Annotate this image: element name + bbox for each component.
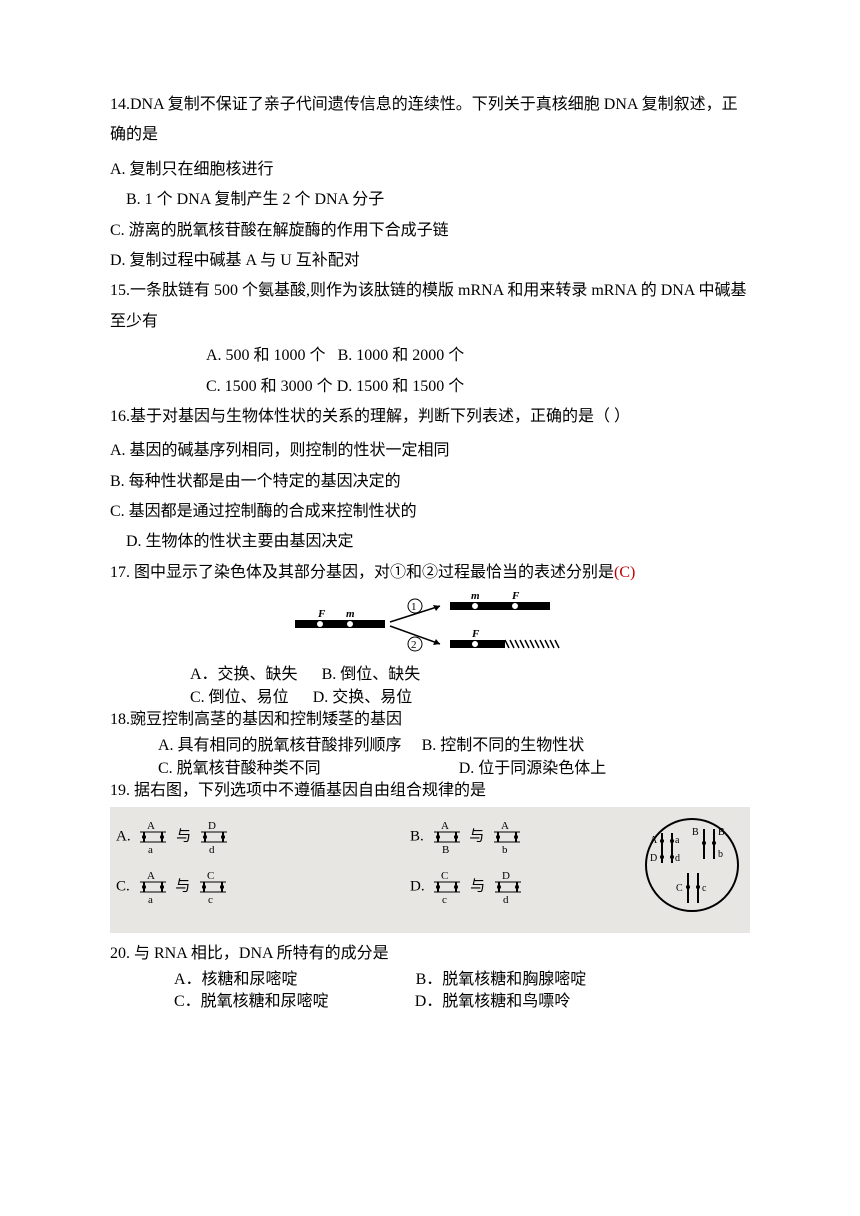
q17-label-1: 1 xyxy=(411,601,417,613)
svg-text:d: d xyxy=(209,844,215,855)
svg-text:D: D xyxy=(502,870,510,882)
svg-text:D: D xyxy=(650,853,657,864)
svg-text:C: C xyxy=(207,870,214,882)
q17-opt-a: A．交换、缺失 xyxy=(190,666,298,683)
q14-opt-d: D. 复制过程中碱基 A 与 U 互补配对 xyxy=(110,246,750,276)
svg-text:c: c xyxy=(442,894,447,905)
q19-opt-b: B. xyxy=(410,828,424,844)
svg-text:C: C xyxy=(676,883,683,894)
svg-text:m: m xyxy=(346,608,355,620)
q17-opt-c: C. 倒位、易位 xyxy=(190,689,289,706)
svg-text:A: A xyxy=(147,870,155,882)
svg-text:d: d xyxy=(503,894,509,905)
svg-text:c: c xyxy=(702,883,707,894)
q18-opt-a: A. 具有相同的脱氧核苷酸排列顺序 xyxy=(158,737,402,754)
q14-opt-c: C. 游离的脱氧核苷酸在解旋酶的作用下合成子链 xyxy=(110,216,750,246)
svg-text:A: A xyxy=(147,820,155,832)
q20-opt-c: C．脱氧核糖和尿嘧啶 xyxy=(174,993,329,1010)
q15-opt-c: C. 1500 和 3000 个 xyxy=(206,378,333,395)
q18-stem: 18.豌豆控制高茎的基因和控制矮茎的基因 xyxy=(110,709,750,731)
q17-label-2: 2 xyxy=(411,639,417,651)
q18-opt-c: C. 脱氧核苷酸种类不同 xyxy=(158,760,321,777)
svg-text:D: D xyxy=(208,820,216,832)
svg-text:a: a xyxy=(675,835,680,846)
svg-text:F: F xyxy=(511,592,520,602)
svg-text:F: F xyxy=(317,608,326,620)
svg-text:b: b xyxy=(502,844,508,855)
q19-stem: 19. 据右图，下列选项中不遵循基因自由组合规律的是 xyxy=(110,780,750,802)
svg-text:A: A xyxy=(650,835,658,846)
svg-text:B: B xyxy=(718,827,725,838)
svg-text:F: F xyxy=(471,628,480,640)
q14-opt-b: B. 1 个 DNA 复制产生 2 个 DNA 分子 xyxy=(126,185,750,215)
q19-figure: A. Aa 与 Dd B. AB 与 Ab C. Aa 与 Cc D. Cc 与… xyxy=(110,807,750,933)
svg-text:B: B xyxy=(442,844,449,855)
svg-text:c: c xyxy=(208,894,213,905)
svg-text:d: d xyxy=(675,853,680,864)
q20-opt-a: A．核糖和尿嘧啶 xyxy=(174,971,298,988)
q19-cell-diagram: Aa Dd B B b Cc xyxy=(642,815,742,915)
q17-answer: (C) xyxy=(614,564,635,581)
q19-opt-d: D. xyxy=(410,878,425,894)
q20-stem: 20. 与 RNA 相比，DNA 所特有的成分是 xyxy=(110,943,750,965)
q16-opt-c: C. 基因都是通过控制酶的合成来控制性状的 xyxy=(110,497,750,527)
q18-opt-d: D. 位于同源染色体上 xyxy=(459,760,607,777)
q17-opt-d: D. 交换、易位 xyxy=(313,689,413,706)
q17-stem: 17. 图中显示了染色体及其部分基因，对①和②过程最恰当的表述分别是(C) xyxy=(110,558,750,588)
q15-opt-d: D. 1500 和 1500 个 xyxy=(337,378,465,395)
svg-text:C: C xyxy=(441,870,448,882)
q16-opt-d: D. 生物体的性状主要由基因决定 xyxy=(126,527,750,557)
q18-opt-b: B. 控制不同的生物性状 xyxy=(422,737,585,754)
q17-diagram: F m 1 2 m F F xyxy=(290,592,570,662)
svg-text:A: A xyxy=(441,820,449,832)
svg-text:m: m xyxy=(471,592,480,602)
svg-text:A: A xyxy=(501,820,509,832)
svg-text:a: a xyxy=(148,894,153,905)
svg-text:b: b xyxy=(718,849,723,860)
q19-opt-c: C. xyxy=(116,878,130,894)
q17-opt-b: B. 倒位、缺失 xyxy=(322,666,421,683)
q19-opt-a: A. xyxy=(116,828,131,844)
svg-text:a: a xyxy=(148,844,153,855)
q15-stem: 15.一条肽链有 500 个氨基酸,则作为该肽链的模版 mRNA 和用来转录 m… xyxy=(110,276,750,337)
q14-opt-a: A. 复制只在细胞核进行 xyxy=(110,155,750,185)
svg-text:B: B xyxy=(692,827,699,838)
q15-opt-a: A. 500 和 1000 个 xyxy=(206,347,326,364)
q17-stem-text: 17. 图中显示了染色体及其部分基因，对①和②过程最恰当的表述分别是 xyxy=(110,564,614,581)
q14-stem: 14.DNA 复制不保证了亲子代间遗传信息的连续性。下列关于真核细胞 DNA 复… xyxy=(110,90,750,151)
q20-opt-d: D．脱氧核糖和鸟嘌呤 xyxy=(415,993,571,1010)
q15-opt-b: B. 1000 和 2000 个 xyxy=(338,347,465,364)
q16-opt-b: B. 每种性状都是由一个特定的基因决定的 xyxy=(110,467,750,497)
q16-opt-a: A. 基因的碱基序列相同，则控制的性状一定相同 xyxy=(110,436,750,466)
q20-opt-b: B．脱氧核糖和胸腺嘧啶 xyxy=(416,971,587,988)
q16-stem: 16.基于对基因与生物体性状的关系的理解，判断下列表述，正确的是（ ） xyxy=(110,402,750,432)
